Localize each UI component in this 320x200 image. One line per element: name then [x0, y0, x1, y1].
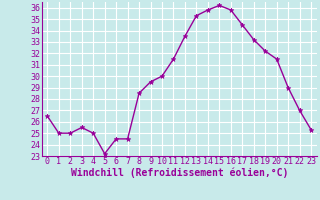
X-axis label: Windchill (Refroidissement éolien,°C): Windchill (Refroidissement éolien,°C): [70, 168, 288, 178]
